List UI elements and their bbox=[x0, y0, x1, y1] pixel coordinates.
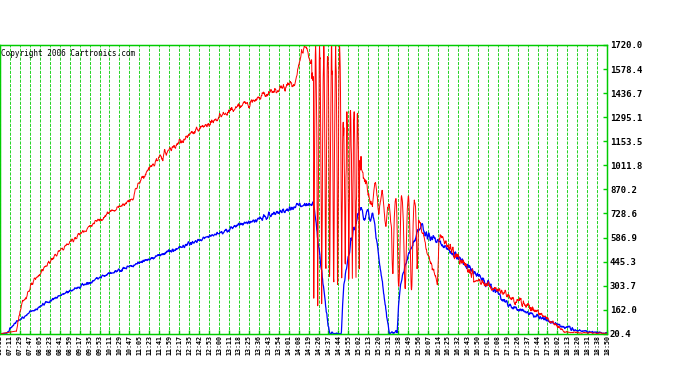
Text: Copyright 2006 Cartronics.com: Copyright 2006 Cartronics.com bbox=[1, 50, 135, 58]
Text: West String Power (red) (watts) & Solar Radiation (blue) (W/m2) Thu Sep 7 18:51: West String Power (red) (watts) & Solar … bbox=[79, 15, 611, 25]
